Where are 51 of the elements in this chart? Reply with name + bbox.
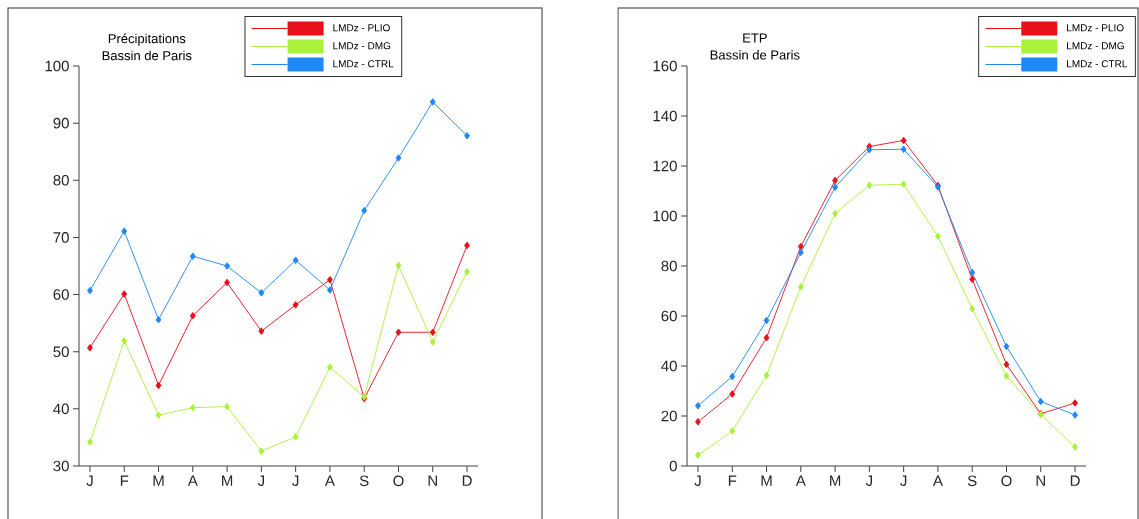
- y-tick-label: 30: [53, 460, 69, 472]
- legend-label: LMDz - CTRL: [1067, 60, 1128, 68]
- y-tick-label: 40: [661, 360, 677, 372]
- x-tick-label: S: [359, 475, 369, 487]
- y-tick-label: 20: [661, 410, 677, 422]
- x-tick-label: D: [1070, 475, 1080, 486]
- y-tick-label: 60: [661, 310, 677, 322]
- y-tick-label: 0: [669, 460, 677, 472]
- x-tick-label: D: [462, 475, 472, 486]
- x-tick-label: J: [900, 475, 907, 486]
- y-tick-label: 140: [653, 110, 677, 122]
- x-tick-label: J: [865, 475, 873, 486]
- y-tick-label: 80: [53, 174, 69, 186]
- x-tick-label: M: [222, 475, 233, 486]
- x-tick-label: F: [728, 475, 737, 486]
- x-tick-label: N: [1036, 475, 1045, 486]
- y-tick-label: 120: [653, 160, 677, 172]
- legend-label: LMDz - DMG: [1067, 42, 1124, 50]
- x-tick-label: N: [428, 475, 437, 486]
- legend-label: LMDz - PLIO: [333, 24, 390, 32]
- y-tick-label: 70: [53, 232, 69, 243]
- x-tick-label: J: [86, 475, 93, 486]
- x-tick-label: J: [292, 475, 299, 486]
- chart-title: ETP: [743, 33, 767, 43]
- x-tick-label: M: [761, 475, 772, 486]
- y-tick-label: 40: [53, 403, 69, 415]
- x-tick-label: A: [324, 475, 335, 486]
- y-tick-label: 50: [53, 346, 69, 358]
- chart-subtitle: Bassin de Paris: [710, 50, 800, 60]
- x-tick-label: A: [187, 475, 198, 486]
- y-tick-label: 80: [661, 260, 677, 272]
- x-tick-label: M: [830, 475, 841, 486]
- legend-label: LMDz - PLIO: [1067, 24, 1124, 32]
- x-tick-label: A: [932, 475, 943, 486]
- x-tick-label: O: [393, 475, 404, 487]
- legend-label: LMDz - CTRL: [333, 60, 394, 68]
- x-tick-label: F: [120, 475, 129, 486]
- x-tick-label: S: [967, 475, 977, 487]
- y-tick-label: 160: [653, 60, 677, 72]
- x-tick-label: M: [153, 475, 164, 486]
- x-tick-label: J: [257, 475, 264, 486]
- chart-title: Précipitations: [108, 33, 186, 46]
- chart-subtitle: Bassin de Paris: [102, 50, 192, 61]
- x-tick-label: A: [795, 475, 806, 486]
- x-tick-label: J: [694, 475, 701, 486]
- y-tick-label: 100: [45, 60, 69, 72]
- y-tick-label: 90: [53, 117, 69, 129]
- x-tick-label: O: [1001, 475, 1012, 487]
- legend-label: LMDz - DMG: [333, 42, 391, 50]
- y-tick-label: 100: [653, 210, 677, 222]
- y-tick-label: 60: [53, 289, 69, 300]
